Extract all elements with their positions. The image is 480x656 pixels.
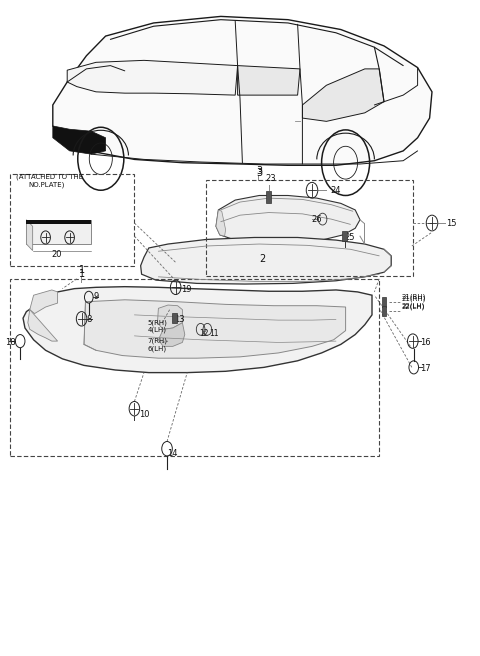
Text: 20: 20 <box>52 250 62 259</box>
Text: 22(LH): 22(LH) <box>401 304 425 310</box>
Text: 8: 8 <box>86 315 92 324</box>
Text: NO.PLATE): NO.PLATE) <box>29 181 65 188</box>
Text: 10: 10 <box>139 410 150 419</box>
Text: 24: 24 <box>330 186 341 195</box>
Text: 9: 9 <box>94 292 99 301</box>
Bar <box>382 306 386 316</box>
Bar <box>10 279 379 456</box>
Polygon shape <box>26 220 91 244</box>
Polygon shape <box>26 220 91 224</box>
Polygon shape <box>141 237 391 284</box>
Text: 26: 26 <box>311 215 322 224</box>
Text: 18: 18 <box>5 338 15 347</box>
Polygon shape <box>26 220 33 251</box>
Text: 7(RH): 7(RH) <box>148 338 168 344</box>
Text: 23: 23 <box>265 174 276 183</box>
Polygon shape <box>238 66 300 95</box>
Polygon shape <box>30 290 58 314</box>
Text: 5(RH): 5(RH) <box>148 319 168 326</box>
Text: (ATTACHED TO THE: (ATTACHED TO THE <box>16 173 83 180</box>
Text: 14: 14 <box>167 449 178 459</box>
Text: 11: 11 <box>209 329 218 338</box>
Polygon shape <box>216 195 360 243</box>
Text: 4(LH): 4(LH) <box>148 327 167 333</box>
Text: 3: 3 <box>257 165 263 176</box>
Text: 3: 3 <box>257 167 263 178</box>
Text: 16: 16 <box>420 338 431 347</box>
Polygon shape <box>157 305 182 329</box>
Text: 1: 1 <box>79 268 85 279</box>
Text: 1: 1 <box>79 265 85 276</box>
Text: 21(RH): 21(RH) <box>401 293 426 300</box>
Polygon shape <box>158 323 185 346</box>
Polygon shape <box>53 126 106 154</box>
Bar <box>206 180 413 276</box>
Bar <box>266 191 271 203</box>
Text: 21(RH): 21(RH) <box>401 295 426 302</box>
Bar <box>10 174 134 266</box>
Polygon shape <box>23 287 372 373</box>
Polygon shape <box>84 300 346 358</box>
Polygon shape <box>216 210 226 236</box>
Polygon shape <box>28 310 58 341</box>
Text: 2: 2 <box>259 254 265 264</box>
Text: 12: 12 <box>199 329 209 338</box>
Polygon shape <box>53 16 432 165</box>
Polygon shape <box>67 60 238 95</box>
Text: 25: 25 <box>345 233 355 242</box>
Text: 6(LH): 6(LH) <box>148 345 167 352</box>
Bar <box>172 313 177 323</box>
Text: 13: 13 <box>174 315 184 324</box>
Text: 17: 17 <box>420 364 431 373</box>
Text: 19: 19 <box>181 285 192 295</box>
Bar <box>342 231 347 241</box>
Bar <box>382 297 386 307</box>
Polygon shape <box>302 69 384 121</box>
Text: 22(LH): 22(LH) <box>401 302 425 308</box>
Text: 15: 15 <box>446 218 457 228</box>
